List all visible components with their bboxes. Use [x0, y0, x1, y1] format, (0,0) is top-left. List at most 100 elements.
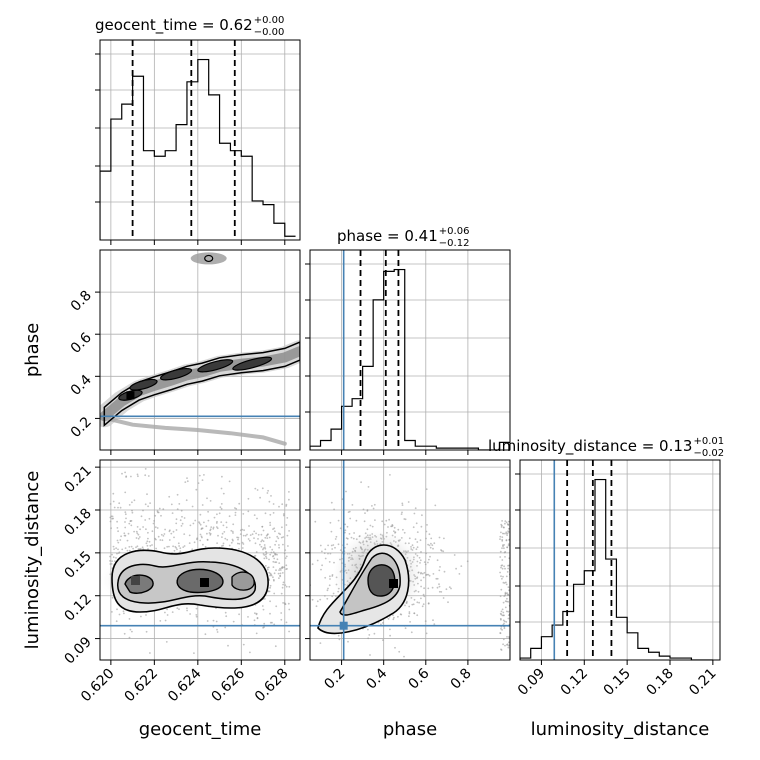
scatter-point: [247, 616, 249, 618]
tick-label-phase-x: 0.2: [321, 666, 348, 693]
scatter-point: [254, 487, 257, 490]
scatter-point: [501, 559, 504, 561]
scatter-point: [367, 628, 369, 631]
scatter-point: [432, 547, 434, 550]
scatter-point: [144, 474, 147, 477]
scatter-point: [320, 568, 322, 571]
scatter-point: [268, 500, 271, 503]
scatter-point: [177, 542, 180, 545]
scatter-point: [206, 538, 209, 541]
scatter-point: [404, 627, 407, 630]
scatter-point: [166, 675, 168, 677]
scatter-point: [251, 533, 254, 536]
tick-label-geocent-x: 0.620: [78, 666, 118, 706]
scatter-point: [329, 521, 332, 524]
marginal-title-text: luminosity_distance = 0.13: [488, 437, 692, 456]
scatter-point: [507, 586, 510, 589]
scatter-point: [124, 547, 127, 549]
contour-mode-3: [197, 359, 234, 373]
scatter-point: [337, 519, 340, 522]
scatter-point: [213, 516, 216, 519]
scatter-point: [506, 532, 509, 535]
scatter-point: [430, 537, 433, 540]
scatter-point: [206, 532, 208, 535]
scatter-point: [136, 526, 139, 528]
scatter-point: [351, 504, 354, 506]
density-peak-cell: [389, 579, 398, 588]
scatter-point: [186, 477, 188, 479]
scatter-point: [434, 504, 437, 507]
scatter-point: [146, 493, 148, 496]
scatter-point: [393, 530, 395, 533]
scatter-point: [124, 471, 126, 474]
scatter-point: [413, 512, 416, 515]
scatter-point: [425, 632, 428, 635]
tick-label-luminosity-y: 0.09: [61, 634, 94, 667]
scatter-point: [264, 512, 267, 515]
scatter-point: [394, 646, 396, 649]
scatter-point: [176, 508, 179, 510]
scatter-point: [112, 556, 115, 559]
scatter-point: [217, 534, 219, 537]
scatter-point: [285, 568, 287, 570]
scatter-point: [119, 506, 122, 509]
scatter-point: [263, 557, 266, 560]
scatter-point: [403, 531, 406, 534]
scatter-point: [228, 480, 231, 483]
scatter-point: [259, 543, 261, 546]
scatter-point: [140, 615, 142, 618]
scatter-point: [238, 542, 241, 545]
scatter-point: [145, 528, 147, 531]
scatter-point: [371, 505, 373, 507]
scatter-point: [149, 544, 152, 547]
scatter-point: [503, 627, 506, 630]
scatter-point: [156, 527, 159, 529]
scatter-point: [404, 518, 407, 521]
scatter-point: [118, 502, 121, 505]
scatter-point: [113, 560, 116, 562]
scatter-point: [507, 564, 509, 567]
scatter-point: [511, 566, 513, 568]
scatter-point: [281, 503, 284, 506]
scatter-point: [194, 519, 197, 522]
scatter-point: [502, 581, 505, 584]
scatter-point: [324, 557, 327, 560]
scatter-point: [288, 491, 290, 493]
scatter-point: [131, 509, 133, 512]
scatter-point: [175, 522, 178, 525]
scatter-point: [188, 534, 191, 537]
scatter-point: [171, 611, 174, 613]
scatter-point: [499, 595, 502, 598]
scatter-point: [380, 623, 382, 626]
scatter-point: [501, 536, 504, 538]
scatter-point: [267, 489, 269, 492]
scatter-point: [282, 536, 285, 538]
scatter-point: [157, 535, 160, 538]
scatter-point: [345, 537, 348, 539]
y-axis-label-luminosity_distance: luminosity_distance: [22, 471, 43, 650]
scatter-point: [171, 512, 174, 514]
scatter-point: [196, 537, 199, 540]
histogram-luminosity_distance: [520, 480, 713, 661]
scatter-point: [236, 542, 239, 545]
scatter-point: [123, 612, 125, 615]
scatter-point: [278, 577, 280, 579]
scatter-point: [425, 488, 428, 491]
scatter-point: [448, 586, 451, 588]
scatter-point: [447, 601, 449, 604]
scatter-point: [126, 549, 129, 552]
scatter-point: [147, 537, 149, 540]
scatter-point: [432, 619, 434, 622]
scatter-point: [148, 517, 151, 520]
scatter-point: [431, 586, 434, 589]
scatter-point: [224, 626, 227, 629]
scatter-point: [274, 561, 276, 564]
scatter-point: [117, 541, 120, 544]
scatter-point: [131, 630, 133, 633]
marginal-title-text: geocent_time = 0.62: [95, 16, 253, 35]
contour-mode-4: [232, 356, 273, 371]
scatter-point: [145, 542, 148, 545]
scatter-point: [137, 475, 139, 478]
scatter-point: [141, 546, 144, 549]
